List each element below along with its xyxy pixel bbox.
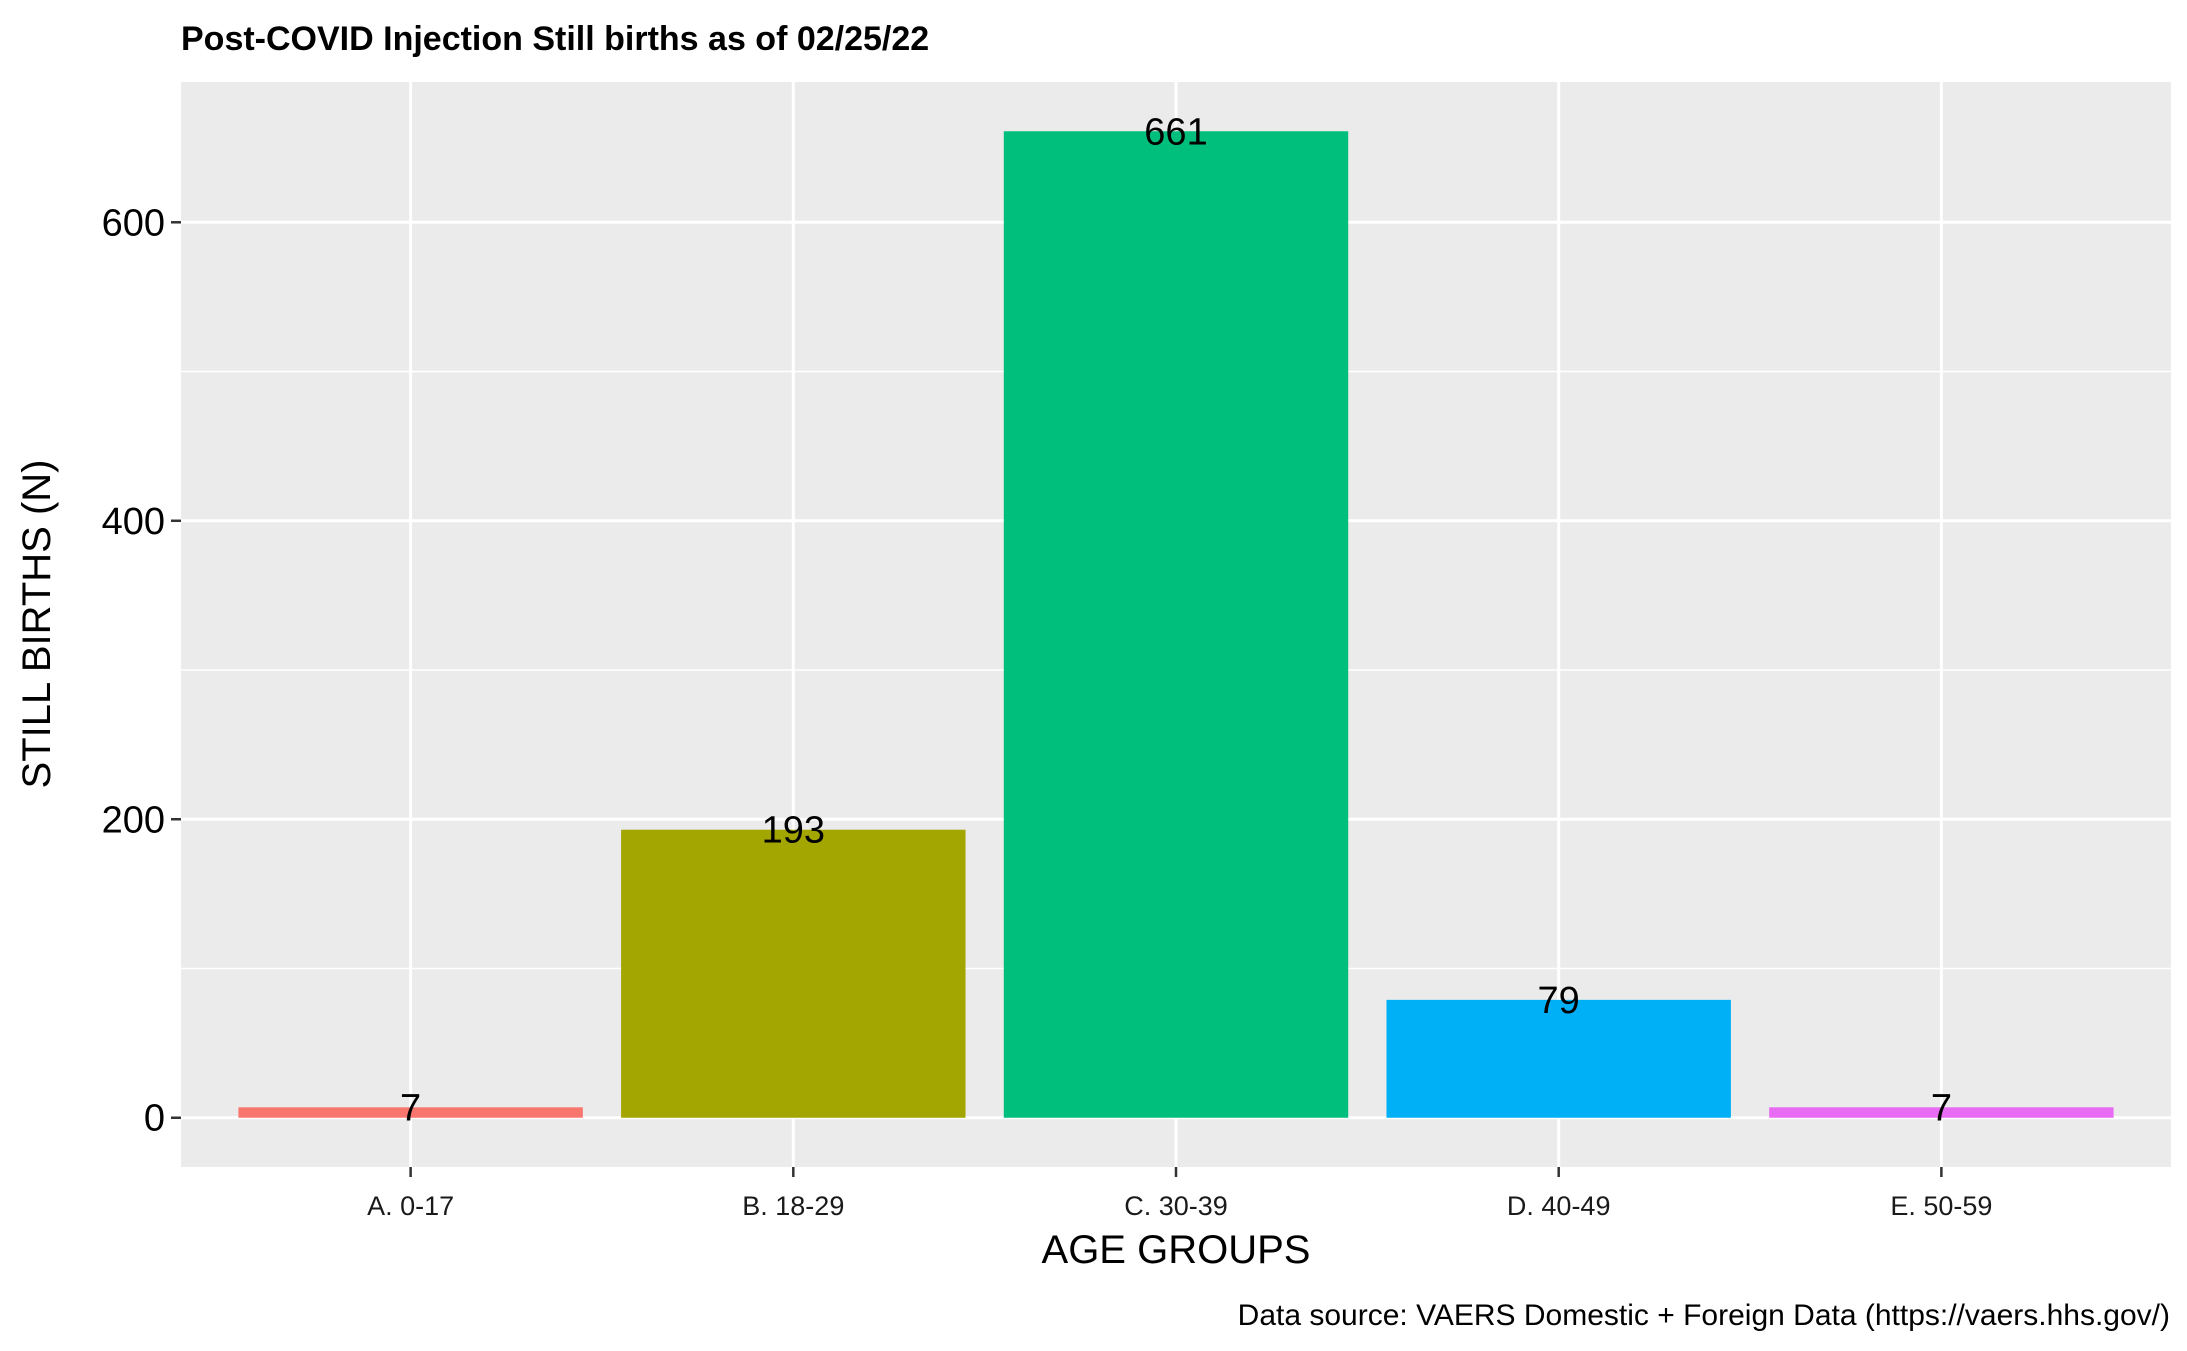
bar [1769,1107,2114,1118]
x-tick-label: E. 50-59 [1890,1191,1992,1221]
bar-value-label: 7 [400,1087,421,1129]
bar [1386,999,1731,1118]
bars [238,131,2114,1118]
x-axis: A. 0-17 B. 18-29 C. 30-39 D. 40-49 E. 50-59 [367,1167,1992,1221]
y-axis: 0 200 400 600 [102,202,181,1140]
bar [1003,131,1349,1118]
x-tick-label: A. 0-17 [367,1191,454,1221]
bar-value-label: 193 [762,810,825,852]
bar-value-label: 79 [1538,980,1580,1022]
chart-title: Post-COVID Injection Still births as of … [181,20,929,58]
y-tick-label: 400 [102,501,165,543]
bar-value-label: 7 [1931,1087,1952,1129]
y-axis-label: STILL BIRTHS (N) [15,460,59,789]
y-tick-label: 0 [144,1098,165,1140]
bar [621,829,966,1118]
y-tick-label: 600 [102,202,165,244]
x-axis-label: AGE GROUPS [1042,1228,1311,1272]
x-tick-label: C. 30-39 [1124,1191,1228,1221]
data-source-caption: Data source: VAERS Domestic + Foreign Da… [1238,1299,2170,1332]
x-tick-label: B. 18-29 [742,1191,844,1221]
bar [238,1107,583,1118]
bar-value-label: 661 [1144,111,1207,153]
y-tick-label: 200 [102,799,165,841]
data-labels: 7 193 661 79 7 [400,111,1952,1129]
x-tick-label: D. 40-49 [1507,1191,1611,1221]
